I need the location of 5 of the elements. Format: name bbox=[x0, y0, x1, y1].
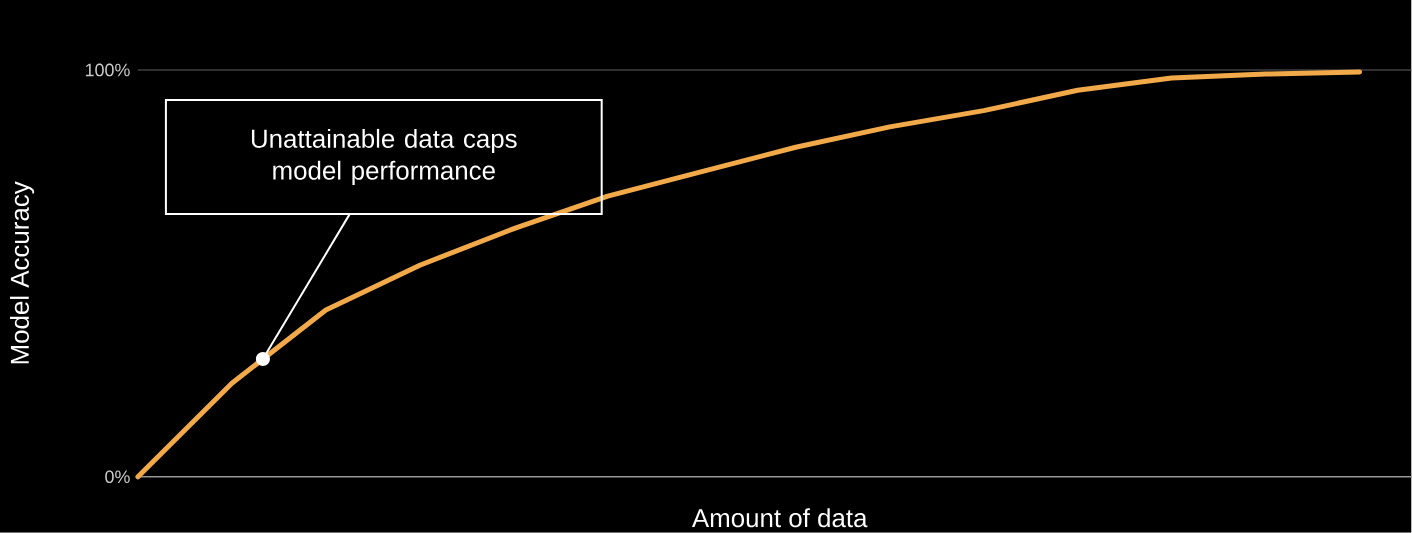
y-tick-label: 0% bbox=[105, 470, 130, 484]
y-axis-title: Model Accuracy bbox=[9, 181, 35, 364]
y-tick-label: 100% bbox=[85, 63, 130, 77]
x-axis-title: Amount of data bbox=[691, 508, 868, 528]
annotation: Unattainable data caps model performance bbox=[251, 129, 517, 186]
